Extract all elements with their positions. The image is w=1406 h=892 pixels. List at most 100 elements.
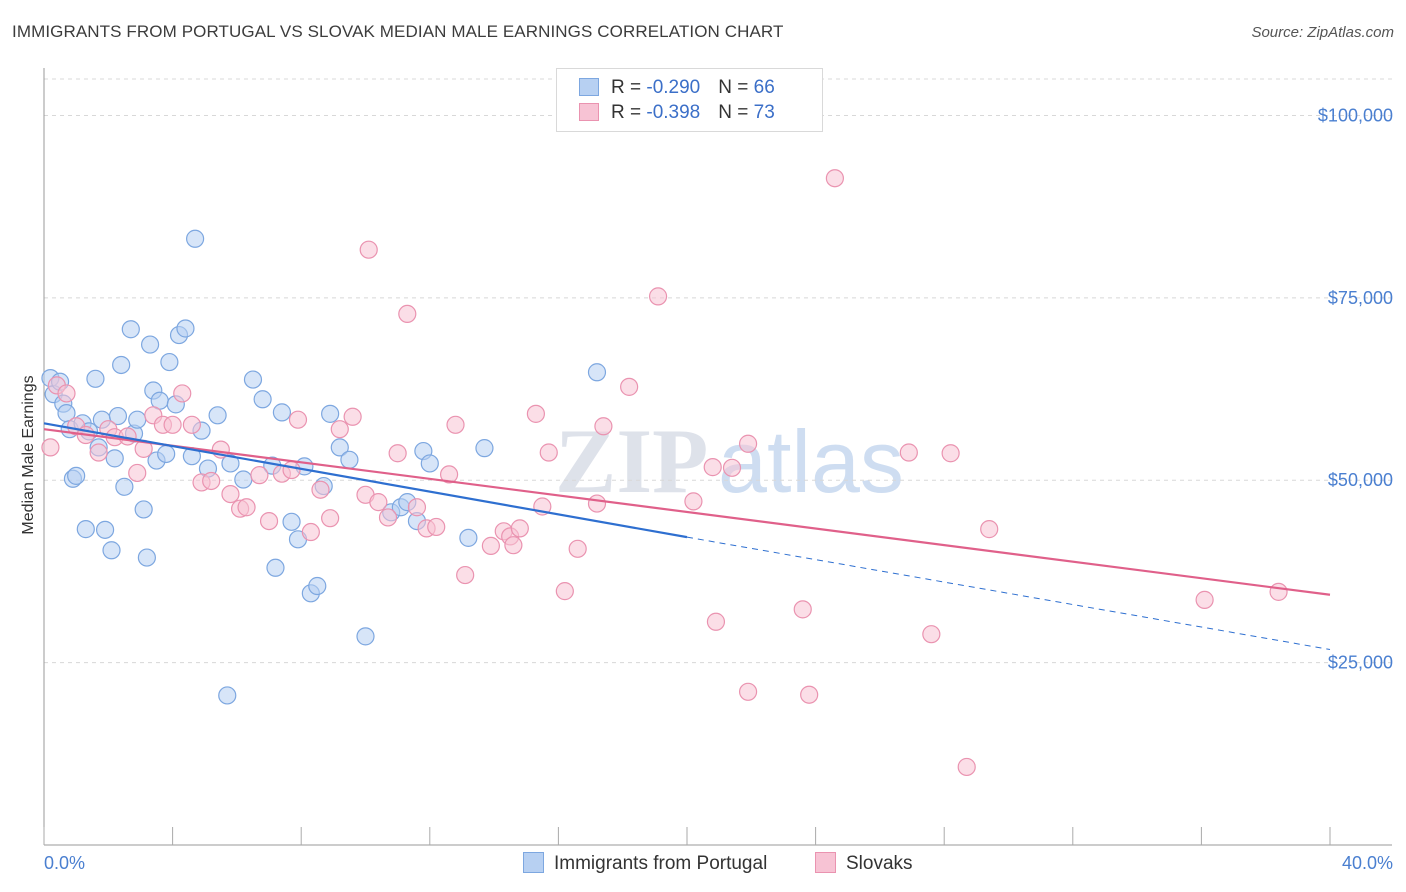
data-point-slovak — [359, 240, 378, 259]
y-tick-label: $100,000 — [1318, 105, 1393, 125]
data-point-portugal — [108, 406, 128, 426]
x-tick-labels: 0.0% 40.0% — [44, 853, 1393, 873]
data-point-portugal — [186, 229, 205, 248]
legend-r-value: -0.398 — [646, 102, 701, 123]
data-point-portugal — [266, 558, 285, 577]
trendline-portugal-extrapolated — [686, 536, 1331, 650]
legend-r-label: R = — [611, 77, 647, 98]
legend-n-label: N = — [718, 102, 754, 123]
data-point-portugal — [137, 548, 156, 567]
data-point-portugal — [272, 403, 292, 422]
data-point-portugal — [253, 390, 272, 409]
data-point-slovak — [378, 508, 398, 527]
data-point-slovak — [446, 415, 465, 434]
data-point-portugal — [282, 512, 301, 531]
data-point-slovak — [221, 484, 240, 504]
data-point-slovak — [620, 377, 639, 396]
gridlines — [44, 78, 1392, 664]
data-point-portugal — [160, 352, 179, 372]
data-point-slovak — [173, 384, 192, 403]
bottom-legend-swatch-pink — [815, 852, 836, 873]
legend-row-portugal: R = -0.290 N = 66 — [579, 77, 775, 103]
data-point-portugal — [76, 520, 95, 539]
data-point-slovak — [555, 582, 574, 601]
data-point-slovak — [793, 600, 812, 619]
data-point-slovak — [301, 522, 320, 542]
data-point-slovak — [1269, 582, 1288, 601]
legend-swatch-blue — [579, 78, 599, 96]
data-point-portugal — [356, 627, 375, 646]
data-point-portugal — [134, 500, 153, 519]
trend-lines — [43, 422, 1331, 650]
data-point-slovak — [504, 536, 523, 555]
data-point-slovak — [941, 444, 960, 463]
data-point-portugal — [112, 355, 131, 375]
watermark: ZIP atlas — [555, 410, 904, 512]
data-point-portugal — [157, 444, 176, 464]
data-point-slovak — [738, 434, 758, 453]
data-point-slovak — [922, 625, 941, 644]
y-tick-label: $50,000 — [1328, 470, 1393, 490]
data-point-portugal — [95, 520, 115, 539]
data-point-slovak — [128, 463, 147, 483]
data-point-portugal — [121, 320, 140, 339]
data-point-slovak — [330, 420, 349, 439]
legend-r-value: -0.290 — [646, 77, 701, 98]
y-tick-labels: $25,000 $50,000 $75,000 $100,000 — [1318, 105, 1393, 672]
legend-n-value: 73 — [753, 102, 775, 123]
data-point-portugal — [140, 335, 160, 354]
data-point-portugal — [475, 439, 494, 458]
correlation-legend: R = -0.290 N = 66 R = -0.398 N = 73 — [556, 68, 823, 132]
data-point-slovak — [407, 498, 427, 517]
bottom-legend-swatch-blue — [523, 852, 544, 873]
data-point-slovak — [980, 520, 999, 539]
data-point-slovak — [539, 443, 558, 462]
data-point-portugal — [308, 576, 327, 596]
legend-n-value: 66 — [753, 77, 775, 98]
data-point-slovak — [706, 612, 726, 631]
data-point-slovak — [648, 287, 668, 306]
data-point-slovak — [738, 682, 758, 701]
data-point-slovak — [722, 458, 742, 477]
data-point-slovak — [439, 465, 459, 484]
data-point-slovak — [481, 536, 500, 555]
data-point-slovak — [259, 511, 279, 531]
data-point-portugal — [340, 450, 359, 469]
data-point-slovak — [343, 407, 362, 426]
data-point-portugal — [234, 470, 253, 489]
y-tick-label: $75,000 — [1328, 288, 1393, 308]
data-point-slovak — [321, 509, 340, 528]
data-point-portugal — [208, 406, 227, 425]
legend-n-label: N = — [718, 77, 754, 98]
data-point-portugal — [128, 410, 147, 429]
data-point-slovak — [587, 494, 607, 513]
data-point-slovak — [398, 304, 417, 324]
y-tick-label: $25,000 — [1328, 653, 1393, 673]
data-point-slovak — [311, 480, 330, 499]
data-point-slovak — [703, 458, 722, 477]
data-point-slovak — [684, 492, 703, 511]
data-point-slovak — [510, 519, 529, 538]
x-tick-label: 40.0% — [1342, 853, 1393, 873]
data-point-portugal — [102, 541, 121, 560]
data-point-slovak — [800, 685, 819, 704]
data-point-slovak — [388, 444, 407, 463]
data-point-slovak — [250, 466, 269, 485]
x-tick-label: 0.0% — [44, 853, 85, 873]
data-point-portugal — [459, 528, 478, 547]
data-point-portugal — [115, 477, 134, 496]
series-immigrants-from-portugal — [41, 229, 607, 705]
data-point-slovak — [163, 415, 182, 434]
series-slovaks — [41, 169, 1288, 777]
data-point-portugal — [67, 466, 86, 485]
data-point-slovak — [568, 539, 587, 558]
data-point-slovak — [526, 404, 545, 423]
chart-title: IMMIGRANTS FROM PORTUGAL VS SLOVAK MEDIA… — [12, 22, 784, 41]
data-point-slovak — [456, 565, 475, 585]
data-point-slovak — [89, 443, 108, 462]
watermark-zip: ZIP — [555, 410, 708, 512]
data-point-slovak — [899, 443, 918, 462]
data-point-portugal — [218, 686, 237, 705]
data-point-portugal — [221, 454, 240, 473]
